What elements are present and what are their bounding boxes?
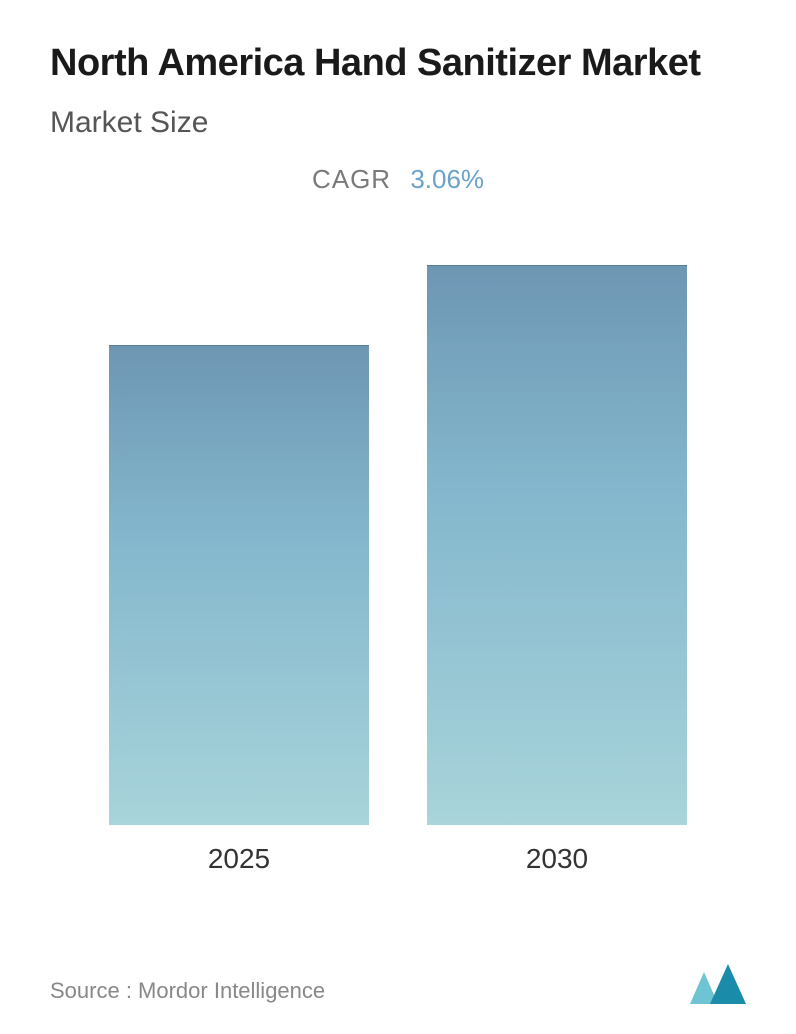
brand-logo-icon: [690, 964, 746, 1004]
bar-chart: 2025 2030: [50, 255, 746, 875]
footer: Source : Mordor Intelligence: [50, 964, 746, 1004]
cagr-value: 3.06%: [410, 164, 484, 194]
bar-2025: [109, 345, 369, 825]
bar-label-2030: 2030: [526, 843, 588, 875]
chart-subtitle: Market Size: [50, 106, 746, 140]
source-text: Source : Mordor Intelligence: [50, 978, 325, 1004]
cagr-label: CAGR: [312, 164, 391, 194]
cagr-row: CAGR 3.06%: [50, 164, 746, 195]
bar-label-2025: 2025: [208, 843, 270, 875]
chart-title: North America Hand Sanitizer Market: [50, 40, 746, 88]
bar-group-2030: 2030: [427, 265, 687, 875]
bar-2030: [427, 265, 687, 825]
bar-group-2025: 2025: [109, 345, 369, 875]
